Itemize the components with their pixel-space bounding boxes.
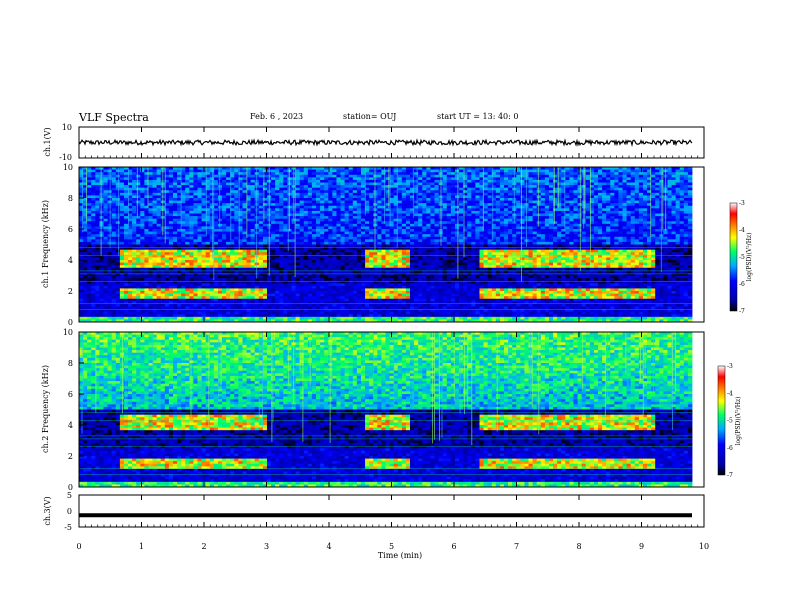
ch1-ytick-bottom: -10 xyxy=(59,153,72,162)
ch1-waveform-panel: 10 -10 ch.1(V) xyxy=(43,123,705,162)
ch3-ytick-mid: 0 xyxy=(67,507,72,516)
x-axis-label: Time (min) xyxy=(378,551,422,560)
ch3-waveform-panel: 5 0 -5 ch.3(V) xyxy=(43,491,705,532)
ytick-label: 0 xyxy=(68,318,73,327)
ch1-colorbar: -3 -4 -5 -6 -7 log(PSD)(V²/Hz) xyxy=(729,200,753,315)
ch1-ytick-top: 10 xyxy=(62,123,72,132)
ch2-colorbar-ticks: -3 -4 -5 -6 -7 xyxy=(727,363,733,479)
chart-title: VLF Spectra xyxy=(79,111,149,124)
colorbar-tick-label: -3 xyxy=(727,363,733,370)
xtick-label: 9 xyxy=(639,542,644,551)
station-label: station= OUJ xyxy=(343,112,397,121)
colorbar-tick-label: -6 xyxy=(739,281,745,288)
ytick-label: 10 xyxy=(63,328,73,337)
date-label: Feb. 6 , 2023 xyxy=(250,112,304,121)
colorbar-tick-label: -7 xyxy=(739,308,745,315)
colorbar-tick-label: -5 xyxy=(739,254,745,261)
colorbar-tick-label: -3 xyxy=(739,200,745,207)
ch1-spectrogram-ylabel: ch.1 Frequency (kHz) xyxy=(41,200,50,288)
ch1-spectrogram-panel: 0 2 4 6 8 10 ch.1 Frequency (kHz) xyxy=(41,163,705,327)
ch1-colorbar-label: log(PSD)(V²/Hz) xyxy=(746,233,753,282)
xtick-label: 0 xyxy=(76,542,81,551)
ytick-label: 2 xyxy=(68,287,73,296)
colorbar-tick-label: -6 xyxy=(727,445,733,452)
ytick-label: 6 xyxy=(68,390,73,399)
colorbar-tick-label: -4 xyxy=(727,390,733,397)
x-axis-tick-labels: 0 1 2 3 4 5 6 7 8 9 10 xyxy=(76,542,709,551)
xtick-label: 6 xyxy=(451,542,456,551)
ytick-label: 8 xyxy=(68,359,73,368)
ytick-label: 4 xyxy=(68,256,73,265)
xtick-label: 5 xyxy=(389,542,394,551)
ch2-spectrogram-ylabel: ch.2 Frequency (kHz) xyxy=(41,365,50,453)
xtick-label: 7 xyxy=(514,542,519,551)
colorbar-tick-label: -4 xyxy=(739,227,745,234)
colorbar-tick-label: -5 xyxy=(727,418,733,425)
ytick-label: 0 xyxy=(68,483,73,492)
ch1-spectrogram-image xyxy=(79,167,704,323)
ch1-waveform-ylabel: ch.1(V) xyxy=(43,127,52,156)
ch1-colorbar-ticks: -3 -4 -5 -6 -7 xyxy=(739,200,745,315)
xtick-label: 3 xyxy=(264,542,269,551)
ytick-label: 10 xyxy=(63,163,73,172)
xtick-label: 1 xyxy=(139,542,144,551)
ytick-label: 6 xyxy=(68,225,73,234)
ch2-spectrogram-panel: 0 2 4 6 8 10 ch.2 Frequency (kHz) xyxy=(41,328,705,492)
ytick-label: 4 xyxy=(68,421,73,430)
start-time-label: start UT = 13: 40: 0 xyxy=(437,112,519,121)
ch2-colorbar: -3 -4 -5 -6 -7 log(PSD)(V²/Hz) xyxy=(717,363,742,479)
ytick-label: 8 xyxy=(68,194,73,203)
ch1-waveform-line xyxy=(78,138,693,147)
ch3-ytick-bottom: -5 xyxy=(64,523,72,532)
ch2-spectrogram-yticks: 0 2 4 6 8 10 xyxy=(63,328,84,492)
ch3-waveform-ylabel: ch.3(V) xyxy=(43,496,52,525)
ch3-ytick-top: 5 xyxy=(67,491,72,500)
ch2-spectrogram-image xyxy=(79,332,704,488)
colorbar-tick-label: -7 xyxy=(727,472,733,479)
ytick-label: 2 xyxy=(68,452,73,461)
xtick-label: 8 xyxy=(576,542,581,551)
xtick-label: 4 xyxy=(326,542,331,551)
ch1-spectrogram-yticks: 0 2 4 6 8 10 xyxy=(63,163,84,327)
xtick-label: 10 xyxy=(699,542,709,551)
x-axis-ticks xyxy=(78,127,705,527)
xtick-label: 2 xyxy=(201,542,206,551)
ch2-colorbar-label: log(PSD)(V²/Hz) xyxy=(735,397,742,446)
